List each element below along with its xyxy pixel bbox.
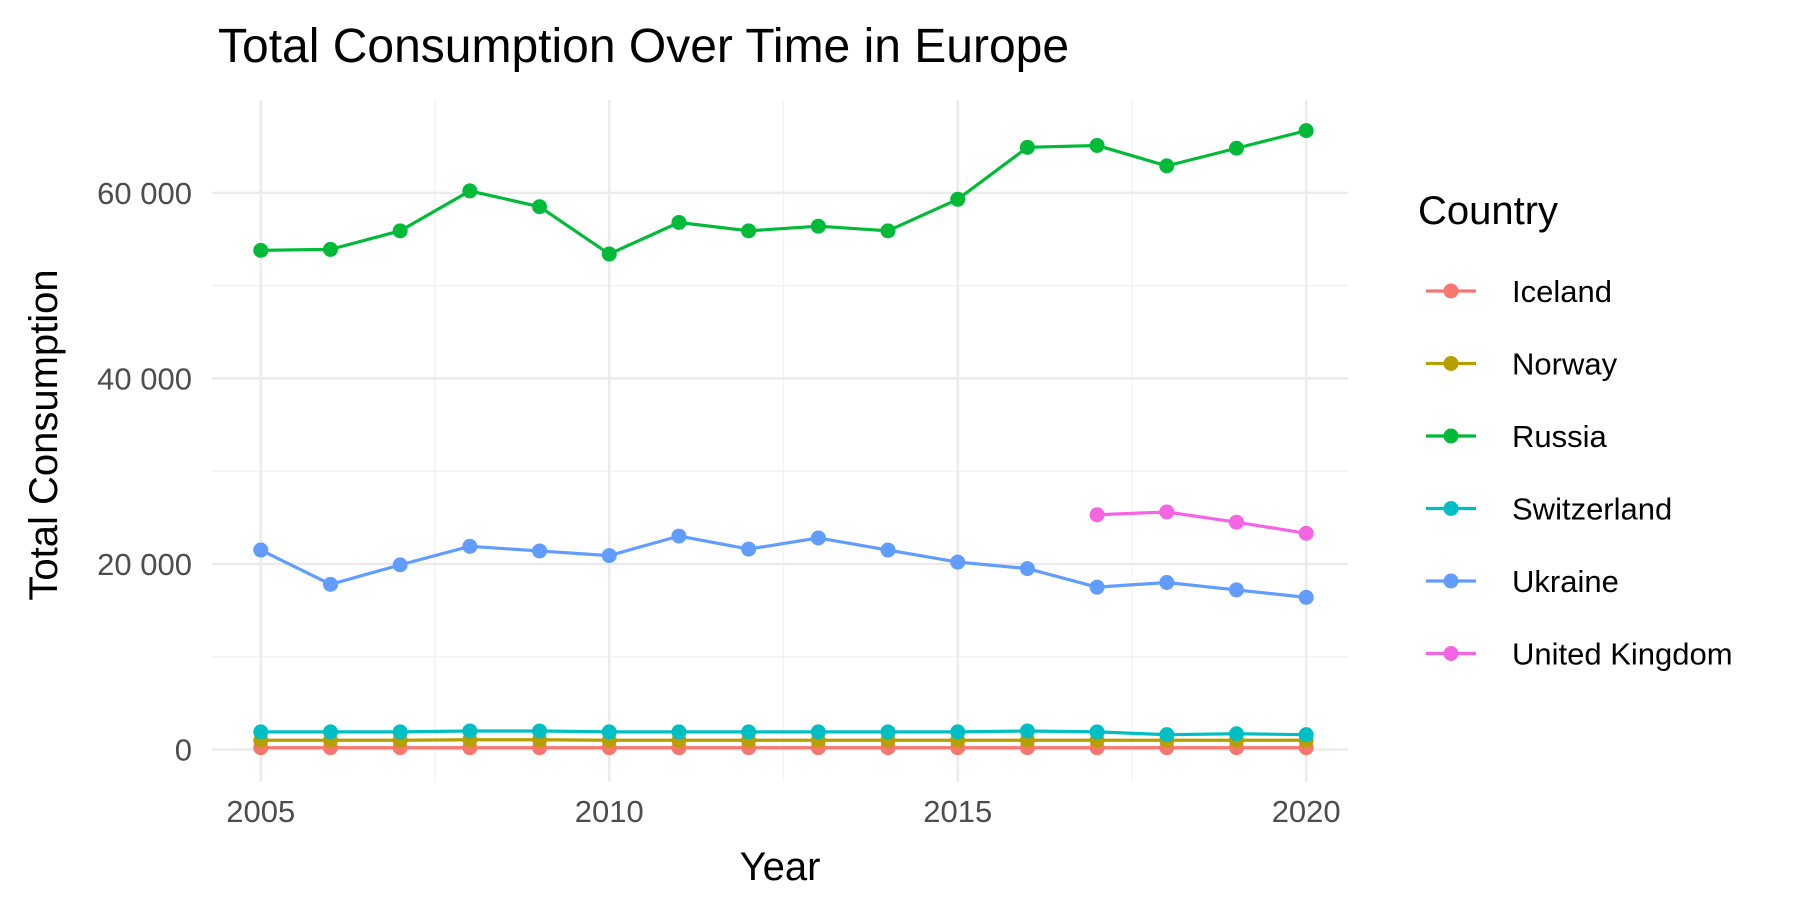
legend-title: Country: [1418, 189, 1558, 233]
y-tick-label: 0: [175, 733, 192, 768]
series-line-ukraine: [260, 534, 1307, 599]
x-tick-label: 2010: [575, 794, 644, 829]
y-tick-label: 20 000: [97, 547, 192, 582]
legend-item-iceland: Iceland: [1426, 274, 1612, 309]
data-point-switzerland: [532, 723, 548, 739]
legend-key-point: [1443, 283, 1459, 299]
legend-item-norway: Norway: [1426, 347, 1618, 382]
data-point-russia: [462, 183, 478, 199]
data-point-switzerland: [462, 723, 478, 739]
x-axis-title: Year: [740, 845, 821, 889]
legend-key-point: [1443, 646, 1459, 661]
data-point-united-kingdom: [1298, 525, 1314, 541]
data-point-russia: [671, 214, 687, 230]
series-line-united-kingdom: [1097, 510, 1307, 535]
data-point-russia: [810, 218, 826, 234]
data-point-ukraine: [392, 557, 408, 573]
legend-key-point: [1443, 573, 1459, 589]
data-point-russia: [950, 191, 966, 207]
data-point-ukraine: [950, 554, 966, 570]
data-point-ukraine: [810, 530, 826, 546]
data-point-switzerland: [810, 724, 826, 740]
data-point-switzerland: [880, 724, 896, 740]
data-point-ukraine: [1228, 582, 1244, 598]
data-point-switzerland: [601, 724, 617, 740]
x-tick-label: 2015: [923, 794, 992, 829]
data-point-switzerland: [322, 724, 338, 740]
series-russia: [253, 123, 1314, 262]
legend-label: Iceland: [1512, 274, 1612, 309]
data-point-ukraine: [671, 528, 687, 544]
data-point-switzerland: [950, 724, 966, 740]
data-point-russia: [1089, 137, 1105, 153]
data-point-switzerland: [253, 724, 269, 740]
series-layer: [253, 123, 1314, 756]
data-point-ukraine: [741, 541, 757, 557]
data-point-russia: [253, 242, 269, 258]
data-point-ukraine: [253, 542, 269, 558]
data-point-russia: [1019, 139, 1035, 155]
legend-item-united-kingdom: United Kingdom: [1426, 637, 1733, 672]
data-point-ukraine: [1019, 561, 1035, 577]
y-tick-label: 40 000: [97, 361, 192, 396]
data-point-ukraine: [322, 576, 338, 592]
legend-key-point: [1443, 501, 1459, 516]
series-switzerland: [253, 723, 1314, 743]
data-point-russia: [601, 246, 617, 262]
series-line-russia: [260, 129, 1307, 256]
data-point-united-kingdom: [1159, 504, 1175, 520]
data-point-switzerland: [1159, 727, 1175, 743]
data-point-russia: [392, 223, 408, 239]
data-point-ukraine: [532, 543, 548, 559]
legend-item-switzerland: Switzerland: [1426, 492, 1672, 527]
data-point-switzerland: [1019, 723, 1035, 739]
data-point-switzerland: [1228, 726, 1244, 742]
data-point-switzerland: [741, 724, 757, 740]
data-point-switzerland: [671, 724, 687, 740]
data-point-ukraine: [880, 542, 896, 558]
grid-layer: [212, 100, 1348, 782]
data-point-switzerland: [1298, 727, 1314, 743]
legend-label: Norway: [1512, 347, 1618, 382]
data-point-united-kingdom: [1089, 507, 1105, 523]
legend-label: United Kingdom: [1512, 637, 1733, 672]
legend-item-ukraine: Ukraine: [1426, 564, 1619, 599]
data-point-switzerland: [392, 724, 408, 740]
legend-label: Russia: [1512, 419, 1608, 454]
data-point-russia: [1228, 140, 1244, 156]
y-axis-ticks: 0 20 000 40 000 60 000: [97, 176, 192, 768]
legend-items: Iceland Norway Russia Switzerland Ukraine Uni…: [1426, 274, 1733, 672]
legend-item-russia: Russia: [1426, 419, 1608, 454]
legend-label: Switzerland: [1512, 492, 1672, 527]
data-point-russia: [741, 223, 757, 239]
data-point-ukraine: [462, 538, 478, 554]
y-axis-title: Total Consumption: [22, 269, 66, 600]
legend-key-point: [1443, 428, 1459, 444]
data-point-russia: [1298, 123, 1314, 139]
data-point-russia: [880, 223, 896, 239]
data-point-ukraine: [601, 548, 617, 564]
series-line-switzerland: [260, 729, 1307, 737]
data-point-russia: [322, 241, 338, 257]
data-point-russia: [1159, 158, 1175, 174]
data-point-ukraine: [1159, 575, 1175, 591]
data-point-united-kingdom: [1228, 514, 1244, 530]
legend-key-point: [1443, 356, 1459, 371]
x-axis-ticks: 2005 2010 2015 2020: [226, 794, 1340, 829]
x-tick-label: 2020: [1272, 794, 1341, 829]
series-united-kingdom: [1089, 504, 1314, 541]
y-tick-label: 60 000: [97, 176, 192, 211]
legend: Country Iceland Norway Russia Switzerland Uk…: [1418, 189, 1733, 672]
series-ukraine: [253, 528, 1314, 605]
legend-label: Ukraine: [1512, 564, 1619, 599]
data-point-ukraine: [1298, 589, 1314, 605]
x-tick-label: 2005: [226, 794, 295, 829]
data-point-russia: [532, 199, 548, 215]
chart-title: Total Consumption Over Time in Europe: [218, 20, 1069, 73]
data-point-switzerland: [1089, 724, 1105, 740]
data-point-ukraine: [1089, 579, 1105, 595]
